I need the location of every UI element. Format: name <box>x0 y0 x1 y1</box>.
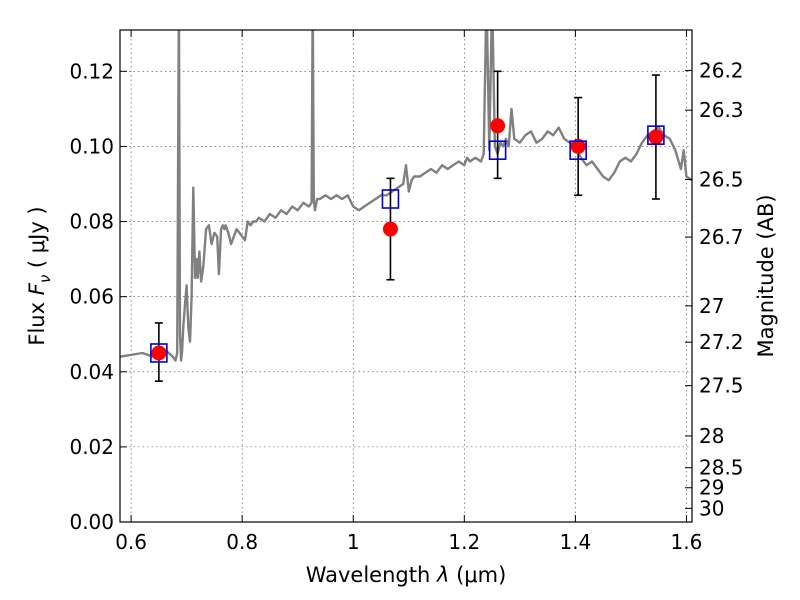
y-axis-title: Flux Fν ( μJy ) <box>25 206 54 345</box>
magnitude-tick-label: 26.7 <box>699 225 744 249</box>
observed-point <box>648 129 664 145</box>
x-tick-label: 1.4 <box>559 530 591 554</box>
observed-point <box>151 345 167 361</box>
magnitude-tick-label: 28.5 <box>699 456 744 480</box>
y-tick-label: 0.02 <box>69 435 114 459</box>
magnitude-tick-label: 26.5 <box>699 167 744 191</box>
x-tick-label: 0.6 <box>115 530 147 554</box>
x-tick-label: 0.8 <box>226 530 258 554</box>
magnitude-tick-label: 27.5 <box>699 374 744 398</box>
magnitude-tick-label: 27.2 <box>699 330 744 354</box>
observed-point <box>490 118 506 134</box>
model-point <box>488 140 507 160</box>
magnitude-tick-label: 26.3 <box>699 98 744 122</box>
y-tick-label: 0.00 <box>69 510 114 534</box>
model-point <box>150 343 168 363</box>
x-axis-title: Wavelength λ (μm) <box>306 563 507 587</box>
magnitude-tick-label: 30 <box>699 496 724 520</box>
model-point <box>569 140 587 160</box>
plot-frame <box>119 29 693 523</box>
markers <box>150 70 665 382</box>
spectrum-line <box>120 30 692 362</box>
magnitude-tick-label: 27 <box>699 294 724 318</box>
model-point <box>647 125 665 145</box>
x-tick-label: 1.6 <box>671 530 703 554</box>
y2-axis-title: Magnitude (AB) <box>754 194 778 357</box>
y-tick-label: 0.06 <box>69 285 114 309</box>
x-tick-label: 1 <box>347 530 360 554</box>
plot-area <box>120 30 692 362</box>
grid <box>120 30 692 523</box>
ticks: 0.6 0.8 1 1.2 1.4 1.6 0.00 0.02 0.04 0.06 0.08 0.10… <box>69 30 744 554</box>
magnitude-tick-label: 28 <box>699 424 724 448</box>
magnitude-tick-label: 29 <box>699 476 724 500</box>
y-tick-label: 0.08 <box>69 210 114 234</box>
y-tick-label: 0.10 <box>69 134 114 158</box>
observed-point <box>570 138 586 154</box>
magnitude-tick-label: 26.2 <box>699 58 744 82</box>
observed-point <box>382 221 398 237</box>
y-tick-label: 0.04 <box>69 360 114 384</box>
x-tick-label: 1.2 <box>448 530 480 554</box>
model-point <box>381 189 400 209</box>
y-tick-label: 0.12 <box>69 59 114 83</box>
